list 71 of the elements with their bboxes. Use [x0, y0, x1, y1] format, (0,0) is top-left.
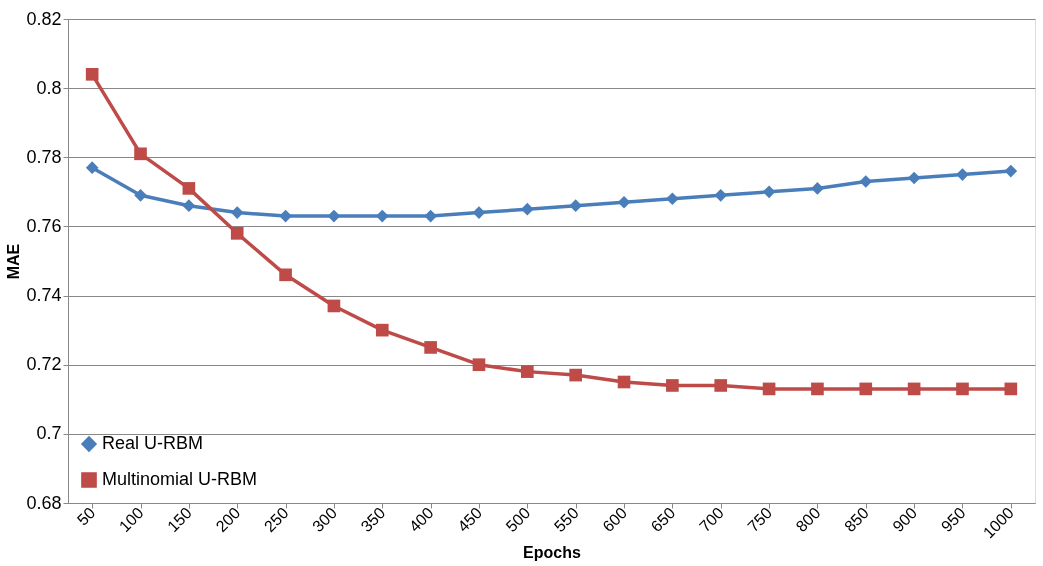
point [569, 199, 582, 213]
point [617, 375, 631, 389]
point [182, 182, 196, 195]
point [617, 195, 631, 209]
point [375, 323, 389, 337]
point [1004, 382, 1018, 396]
point [134, 188, 147, 202]
point [521, 365, 534, 378]
y-tick-label: 0.68 [26, 492, 62, 513]
legend-label: Multinomial U-RBM [102, 469, 258, 489]
point [472, 206, 486, 219]
point [472, 358, 486, 372]
x-tick-label: 300 [309, 504, 341, 536]
x-tick-label: 400 [405, 504, 437, 536]
x-axis-title: Epochs [523, 544, 581, 562]
legend-label: Real U-RBM [102, 433, 204, 453]
x-tick-label: 750 [744, 504, 776, 536]
y-tick-label: 0.74 [26, 285, 62, 306]
point [859, 175, 873, 188]
point [762, 185, 776, 199]
point [182, 199, 196, 213]
x-tick-label: 950 [937, 504, 969, 536]
x-tick-label: 350 [357, 504, 389, 536]
x-tick-label: 850 [841, 504, 872, 536]
x-tick-label: 550 [550, 504, 582, 536]
point [907, 171, 921, 185]
x-tick-label: 700 [695, 504, 727, 536]
point [85, 161, 99, 174]
x-tick-label: 50 [73, 504, 99, 529]
y-axis-title: MAE [5, 243, 23, 280]
point [714, 188, 728, 202]
point [569, 368, 582, 382]
point [1004, 164, 1018, 178]
point [521, 202, 534, 216]
y-tick-label: 0.76 [26, 215, 62, 236]
y-tick-label: 0.8 [36, 77, 62, 98]
point [134, 147, 147, 161]
point [811, 382, 824, 396]
point [666, 379, 679, 392]
x-tick-label: 650 [647, 504, 679, 536]
point [327, 299, 341, 313]
point [859, 382, 873, 396]
point [762, 382, 776, 396]
x-tick-label: 150 [164, 504, 196, 536]
point [424, 341, 437, 354]
x-tick-label: 250 [260, 504, 292, 536]
point [956, 168, 969, 181]
point [907, 382, 921, 396]
x-tick-label: 900 [889, 504, 921, 536]
x-tick-label: 800 [792, 504, 824, 536]
point [85, 67, 99, 81]
point [230, 206, 244, 219]
x-tick-label: 200 [212, 504, 244, 536]
x-tick-label: 600 [599, 504, 631, 536]
point [666, 192, 679, 206]
x-tick-label: 500 [502, 504, 534, 536]
y-tick-label: 0.82 [26, 8, 62, 29]
point [279, 209, 292, 223]
point [424, 209, 437, 223]
point [956, 382, 969, 396]
point [375, 209, 389, 223]
y-tick-label: 0.72 [26, 354, 62, 375]
y-tick-label: 0.7 [36, 423, 62, 444]
point [279, 268, 292, 282]
x-tick-label: 100 [115, 504, 147, 536]
point [230, 227, 244, 240]
point [811, 182, 824, 195]
point [327, 209, 341, 223]
x-tick-label: 450 [454, 504, 486, 536]
y-tick-label: 0.78 [26, 146, 62, 167]
point [714, 379, 728, 392]
